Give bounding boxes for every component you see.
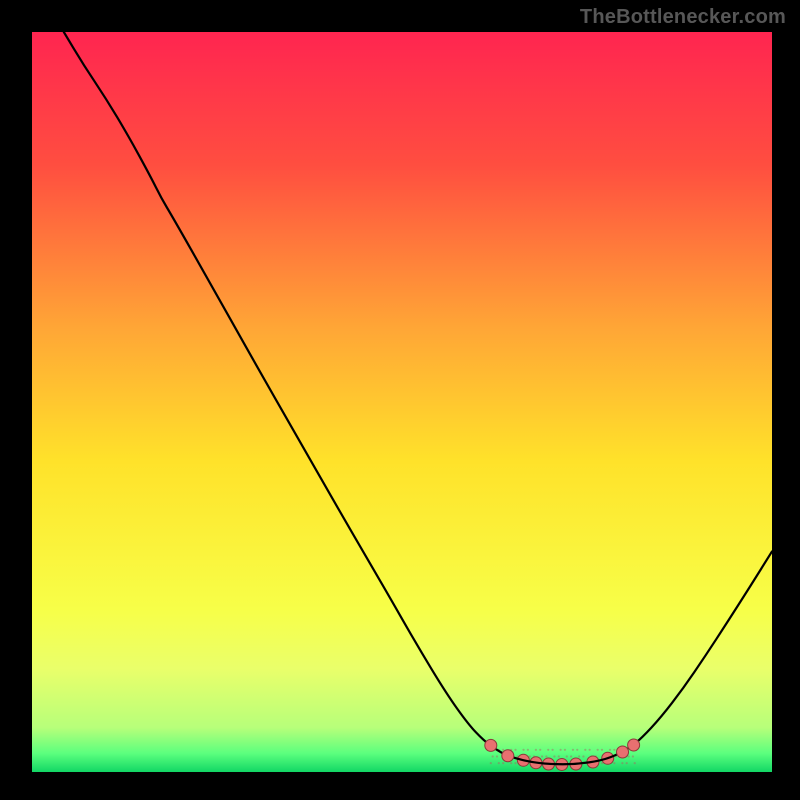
bottleneck-chart bbox=[0, 0, 800, 800]
marker-dot bbox=[628, 739, 640, 751]
marker-dot bbox=[502, 750, 514, 762]
stage: TheBottlenecker.com bbox=[0, 0, 800, 800]
marker-dot bbox=[617, 746, 629, 758]
plot-gradient-bg bbox=[32, 32, 772, 772]
watermark-text: TheBottlenecker.com bbox=[580, 6, 786, 29]
marker-dot bbox=[485, 739, 497, 751]
